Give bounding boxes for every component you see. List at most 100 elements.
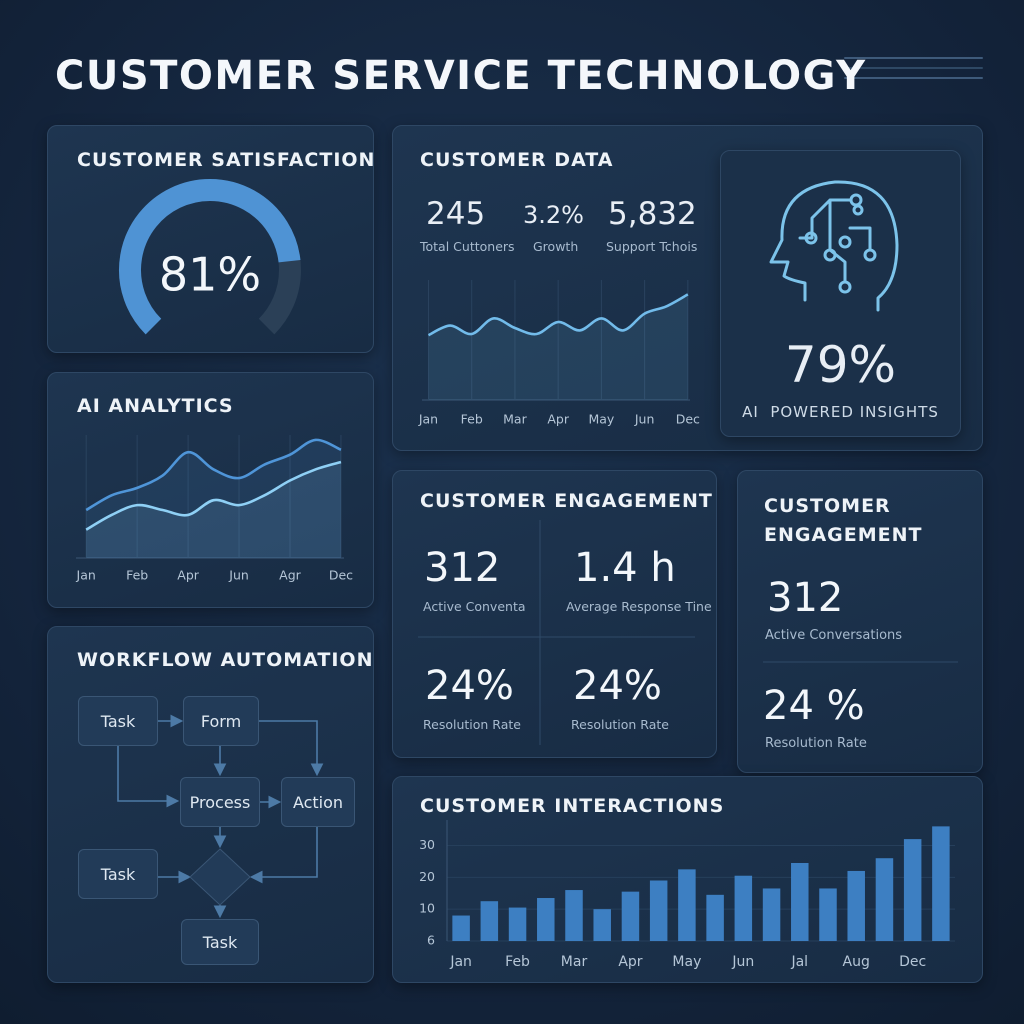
x-tick-label: Jan xyxy=(76,568,96,583)
bar xyxy=(593,909,611,941)
x-tick-label: Mar xyxy=(561,954,588,970)
workflow-node: Task xyxy=(78,696,158,746)
dividers xyxy=(418,520,958,745)
circuit-node xyxy=(838,280,852,294)
x-tick-label: Jal xyxy=(790,954,808,970)
x-tick-label: Feb xyxy=(505,954,530,970)
arrow xyxy=(117,746,180,808)
stat-value: 24 % xyxy=(763,683,865,729)
insights-panel xyxy=(720,150,961,437)
line-series xyxy=(85,460,342,531)
workflow-arrows xyxy=(117,714,324,919)
x-tick-label: Jun xyxy=(731,954,754,970)
panel-title: CUSTOMER DATA xyxy=(420,149,614,171)
stat-value: 5,832 xyxy=(608,196,697,232)
insight-label: AI POWERED INSIGHTS xyxy=(742,403,939,421)
bar xyxy=(565,890,583,941)
bar xyxy=(847,870,865,941)
y-tick-label: 30 xyxy=(419,837,435,852)
decision-diamond xyxy=(189,848,251,906)
y-tick-label: 10 xyxy=(419,901,435,916)
circuit-node xyxy=(838,235,852,249)
bar xyxy=(678,869,696,941)
line-series xyxy=(427,293,689,337)
stat-label: Resolution Rate xyxy=(571,717,669,732)
stat-label: Resolution Rate xyxy=(423,717,521,732)
workflow-node: Task xyxy=(181,919,259,965)
bar xyxy=(508,907,527,941)
panel-title: CUSTOMER SATISFACTION xyxy=(77,149,376,171)
decor-lines xyxy=(844,57,983,79)
x-tick-label: Apr xyxy=(618,954,642,970)
insight-value: 79% xyxy=(784,336,897,394)
head-outline xyxy=(769,180,899,312)
stat-value: 24% xyxy=(573,663,662,709)
line-area xyxy=(86,462,341,558)
stat-value: 3.2% xyxy=(523,201,584,229)
y-tick-label: 6 xyxy=(427,933,435,948)
stat-label: Active Conversations xyxy=(765,628,903,643)
engagement-side-panel xyxy=(737,470,983,773)
workflow-node: Action xyxy=(281,777,355,827)
x-tick-label: Dec xyxy=(676,412,700,427)
x-tick-label: Jun xyxy=(634,412,655,427)
bar xyxy=(621,891,640,941)
satisfaction-panel xyxy=(47,125,374,353)
x-tick-label: Agr xyxy=(279,568,301,583)
x-tick-label: Apr xyxy=(547,412,569,427)
panel-title: CUSTOMER INTERACTIONS xyxy=(420,795,725,817)
circuit-node xyxy=(852,204,864,216)
panel-title: CUSTOMER ENGAGEMENT xyxy=(764,495,923,546)
analytics-panel xyxy=(47,372,374,608)
circuit-node xyxy=(849,193,863,207)
gauge-fill xyxy=(119,179,301,335)
stat-label: Active Conventa xyxy=(423,599,526,614)
x-tick-label: Mar xyxy=(503,412,527,427)
circuit-node xyxy=(823,248,837,262)
bar xyxy=(932,826,950,941)
line-series xyxy=(85,438,342,512)
bar xyxy=(452,915,470,941)
bar xyxy=(649,880,668,941)
stat-label: Total Cuttoners xyxy=(420,239,515,254)
bar xyxy=(903,839,922,941)
x-tick-label: Feb xyxy=(126,568,148,583)
stat-value: 245 xyxy=(426,196,486,232)
workflow-node: Task xyxy=(78,849,158,899)
x-tick-label: Feb xyxy=(461,412,483,427)
circuit xyxy=(798,198,872,284)
bar xyxy=(762,888,781,941)
page-title: CUSTOMER SERVICE TECHNOLOGY xyxy=(55,53,867,99)
head-icon xyxy=(769,180,899,312)
arrow xyxy=(259,720,324,777)
engagement-panel xyxy=(392,470,717,758)
x-tick-label: May xyxy=(672,954,701,970)
x-tick-label: Jun xyxy=(228,568,249,583)
stat-label: Average Response Tine xyxy=(566,599,712,614)
stat-value: 24% xyxy=(425,663,514,709)
x-tick-label: Jan xyxy=(449,954,472,970)
arrow xyxy=(249,827,318,884)
circuit-node xyxy=(863,248,877,262)
stat-label: Resolution Rate xyxy=(765,736,867,751)
bar xyxy=(734,875,753,941)
circuit-node xyxy=(804,231,818,245)
stat-value: 312 xyxy=(767,575,844,621)
stat-label: Support Tchois xyxy=(606,239,698,254)
x-tick-label: May xyxy=(588,412,614,427)
x-tick-label: Aug xyxy=(843,954,870,970)
bar xyxy=(706,894,724,941)
x-tick-label: Jan xyxy=(418,412,438,427)
x-tick-label: Dec xyxy=(329,568,353,583)
bar xyxy=(791,862,809,941)
x-tick-label: Apr xyxy=(177,568,199,583)
panel-title: CUSTOMER ENGAGEMENT xyxy=(420,490,713,512)
bar xyxy=(480,901,499,941)
line-area xyxy=(428,294,688,400)
workflow-node: Process xyxy=(180,777,260,827)
y-tick-label: 20 xyxy=(419,869,435,884)
bar xyxy=(537,898,555,941)
stat-value: 1.4 h xyxy=(574,545,676,591)
